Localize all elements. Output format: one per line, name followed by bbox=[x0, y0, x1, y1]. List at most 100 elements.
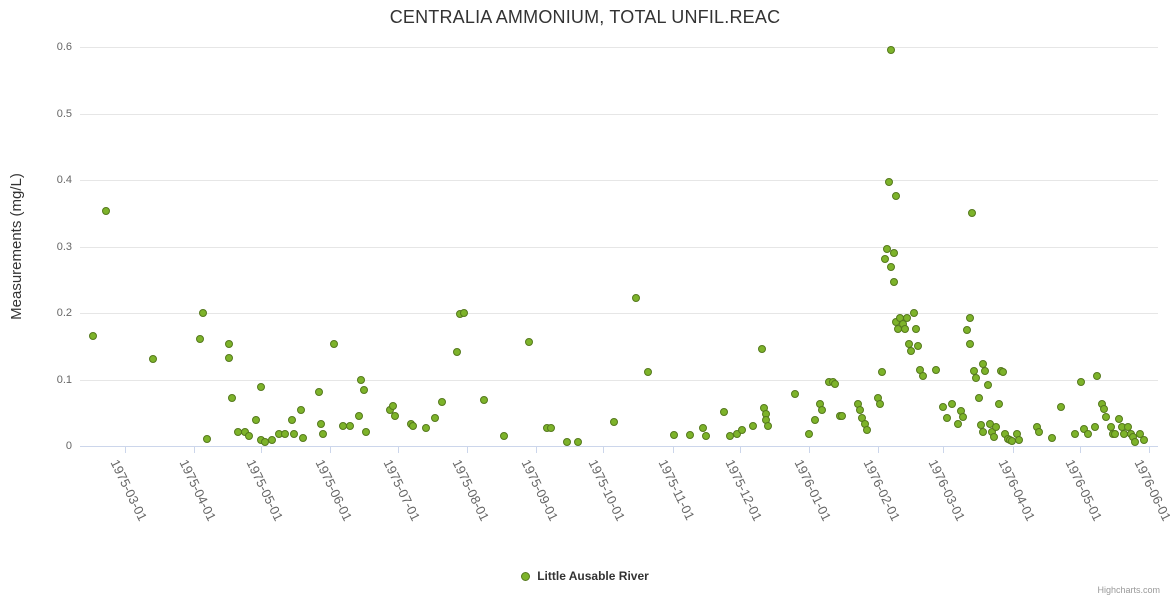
data-point[interactable] bbox=[281, 430, 290, 439]
data-point[interactable] bbox=[437, 397, 446, 406]
data-point[interactable] bbox=[202, 434, 211, 443]
data-point[interactable] bbox=[574, 438, 583, 447]
data-point[interactable] bbox=[196, 335, 205, 344]
data-point[interactable] bbox=[1034, 427, 1043, 436]
data-point[interactable] bbox=[885, 178, 894, 187]
data-point[interactable] bbox=[1102, 412, 1111, 421]
data-point[interactable] bbox=[947, 399, 956, 408]
data-point[interactable] bbox=[1090, 422, 1099, 431]
data-point[interactable] bbox=[983, 380, 992, 389]
data-point[interactable] bbox=[361, 428, 370, 437]
data-point[interactable] bbox=[818, 405, 827, 414]
data-point[interactable] bbox=[979, 428, 988, 437]
data-point[interactable] bbox=[748, 422, 757, 431]
data-point[interactable] bbox=[733, 430, 742, 439]
data-point[interactable] bbox=[1084, 429, 1093, 438]
data-point[interactable] bbox=[699, 423, 708, 432]
data-point[interactable] bbox=[914, 341, 923, 350]
data-point[interactable] bbox=[287, 415, 296, 424]
data-point[interactable] bbox=[480, 396, 489, 405]
data-point[interactable] bbox=[887, 45, 896, 54]
data-point[interactable] bbox=[256, 382, 265, 391]
data-point[interactable] bbox=[460, 308, 469, 317]
data-point[interactable] bbox=[938, 402, 947, 411]
data-point[interactable] bbox=[610, 418, 619, 427]
data-point[interactable] bbox=[1048, 433, 1057, 442]
data-point[interactable] bbox=[290, 429, 299, 438]
data-point[interactable] bbox=[999, 368, 1008, 377]
data-point[interactable] bbox=[909, 308, 918, 317]
data-point[interactable] bbox=[643, 368, 652, 377]
data-point[interactable] bbox=[500, 431, 509, 440]
data-point[interactable] bbox=[225, 353, 234, 362]
highcharts-credits-link[interactable]: Highcharts.com bbox=[1097, 585, 1160, 595]
data-point[interactable] bbox=[225, 340, 234, 349]
data-point[interactable] bbox=[876, 399, 885, 408]
data-point[interactable] bbox=[330, 340, 339, 349]
data-point[interactable] bbox=[453, 348, 462, 357]
data-point[interactable] bbox=[1140, 436, 1149, 445]
data-point[interactable] bbox=[911, 325, 920, 334]
data-point[interactable] bbox=[1135, 430, 1144, 439]
data-point[interactable] bbox=[891, 192, 900, 201]
data-point[interactable] bbox=[1077, 378, 1086, 387]
data-point[interactable] bbox=[737, 425, 746, 434]
data-point[interactable] bbox=[965, 340, 974, 349]
data-point[interactable] bbox=[889, 248, 898, 257]
data-point[interactable] bbox=[227, 394, 236, 403]
data-point[interactable] bbox=[355, 411, 364, 420]
data-point[interactable] bbox=[686, 430, 695, 439]
data-point[interactable] bbox=[296, 405, 305, 414]
data-point[interactable] bbox=[1070, 430, 1079, 439]
data-point[interactable] bbox=[299, 433, 308, 442]
data-point[interactable] bbox=[838, 412, 847, 421]
data-point[interactable] bbox=[981, 367, 990, 376]
data-point[interactable] bbox=[918, 372, 927, 381]
data-point[interactable] bbox=[102, 207, 111, 216]
data-point[interactable] bbox=[882, 244, 891, 253]
data-point[interactable] bbox=[1115, 414, 1124, 423]
data-point[interactable] bbox=[88, 331, 97, 340]
data-point[interactable] bbox=[804, 429, 813, 438]
data-point[interactable] bbox=[563, 438, 572, 447]
data-point[interactable] bbox=[811, 416, 820, 425]
data-point[interactable] bbox=[525, 338, 534, 347]
data-point[interactable] bbox=[907, 347, 916, 356]
data-point[interactable] bbox=[972, 373, 981, 382]
data-point[interactable] bbox=[252, 416, 261, 425]
data-point[interactable] bbox=[245, 431, 254, 440]
data-point[interactable] bbox=[887, 263, 896, 272]
data-point[interactable] bbox=[992, 422, 1001, 431]
data-point[interactable] bbox=[422, 424, 431, 433]
data-point[interactable] bbox=[757, 345, 766, 354]
data-point[interactable] bbox=[431, 414, 440, 423]
data-point[interactable] bbox=[900, 325, 909, 334]
data-point[interactable] bbox=[791, 390, 800, 399]
data-point[interactable] bbox=[319, 429, 328, 438]
data-point[interactable] bbox=[701, 432, 710, 441]
data-point[interactable] bbox=[943, 413, 952, 422]
data-point[interactable] bbox=[317, 419, 326, 428]
data-point[interactable] bbox=[198, 308, 207, 317]
data-point[interactable] bbox=[878, 368, 887, 377]
data-point[interactable] bbox=[880, 255, 889, 264]
data-point[interactable] bbox=[994, 400, 1003, 409]
data-point[interactable] bbox=[1131, 438, 1140, 447]
data-point[interactable] bbox=[974, 393, 983, 402]
data-point[interactable] bbox=[632, 293, 641, 302]
data-point[interactable] bbox=[1111, 430, 1119, 439]
data-point[interactable] bbox=[967, 208, 976, 217]
data-point[interactable] bbox=[267, 435, 276, 444]
data-point[interactable] bbox=[764, 422, 773, 431]
data-point[interactable] bbox=[670, 430, 679, 439]
data-point[interactable] bbox=[862, 425, 871, 434]
data-point[interactable] bbox=[390, 411, 399, 420]
data-point[interactable] bbox=[1014, 436, 1023, 445]
data-point[interactable] bbox=[359, 385, 368, 394]
data-point[interactable] bbox=[831, 380, 840, 389]
legend[interactable]: Little Ausable River bbox=[0, 569, 1170, 583]
data-point[interactable] bbox=[408, 422, 417, 431]
data-point[interactable] bbox=[346, 422, 355, 431]
data-point[interactable] bbox=[965, 313, 974, 322]
data-point[interactable] bbox=[1079, 424, 1088, 433]
